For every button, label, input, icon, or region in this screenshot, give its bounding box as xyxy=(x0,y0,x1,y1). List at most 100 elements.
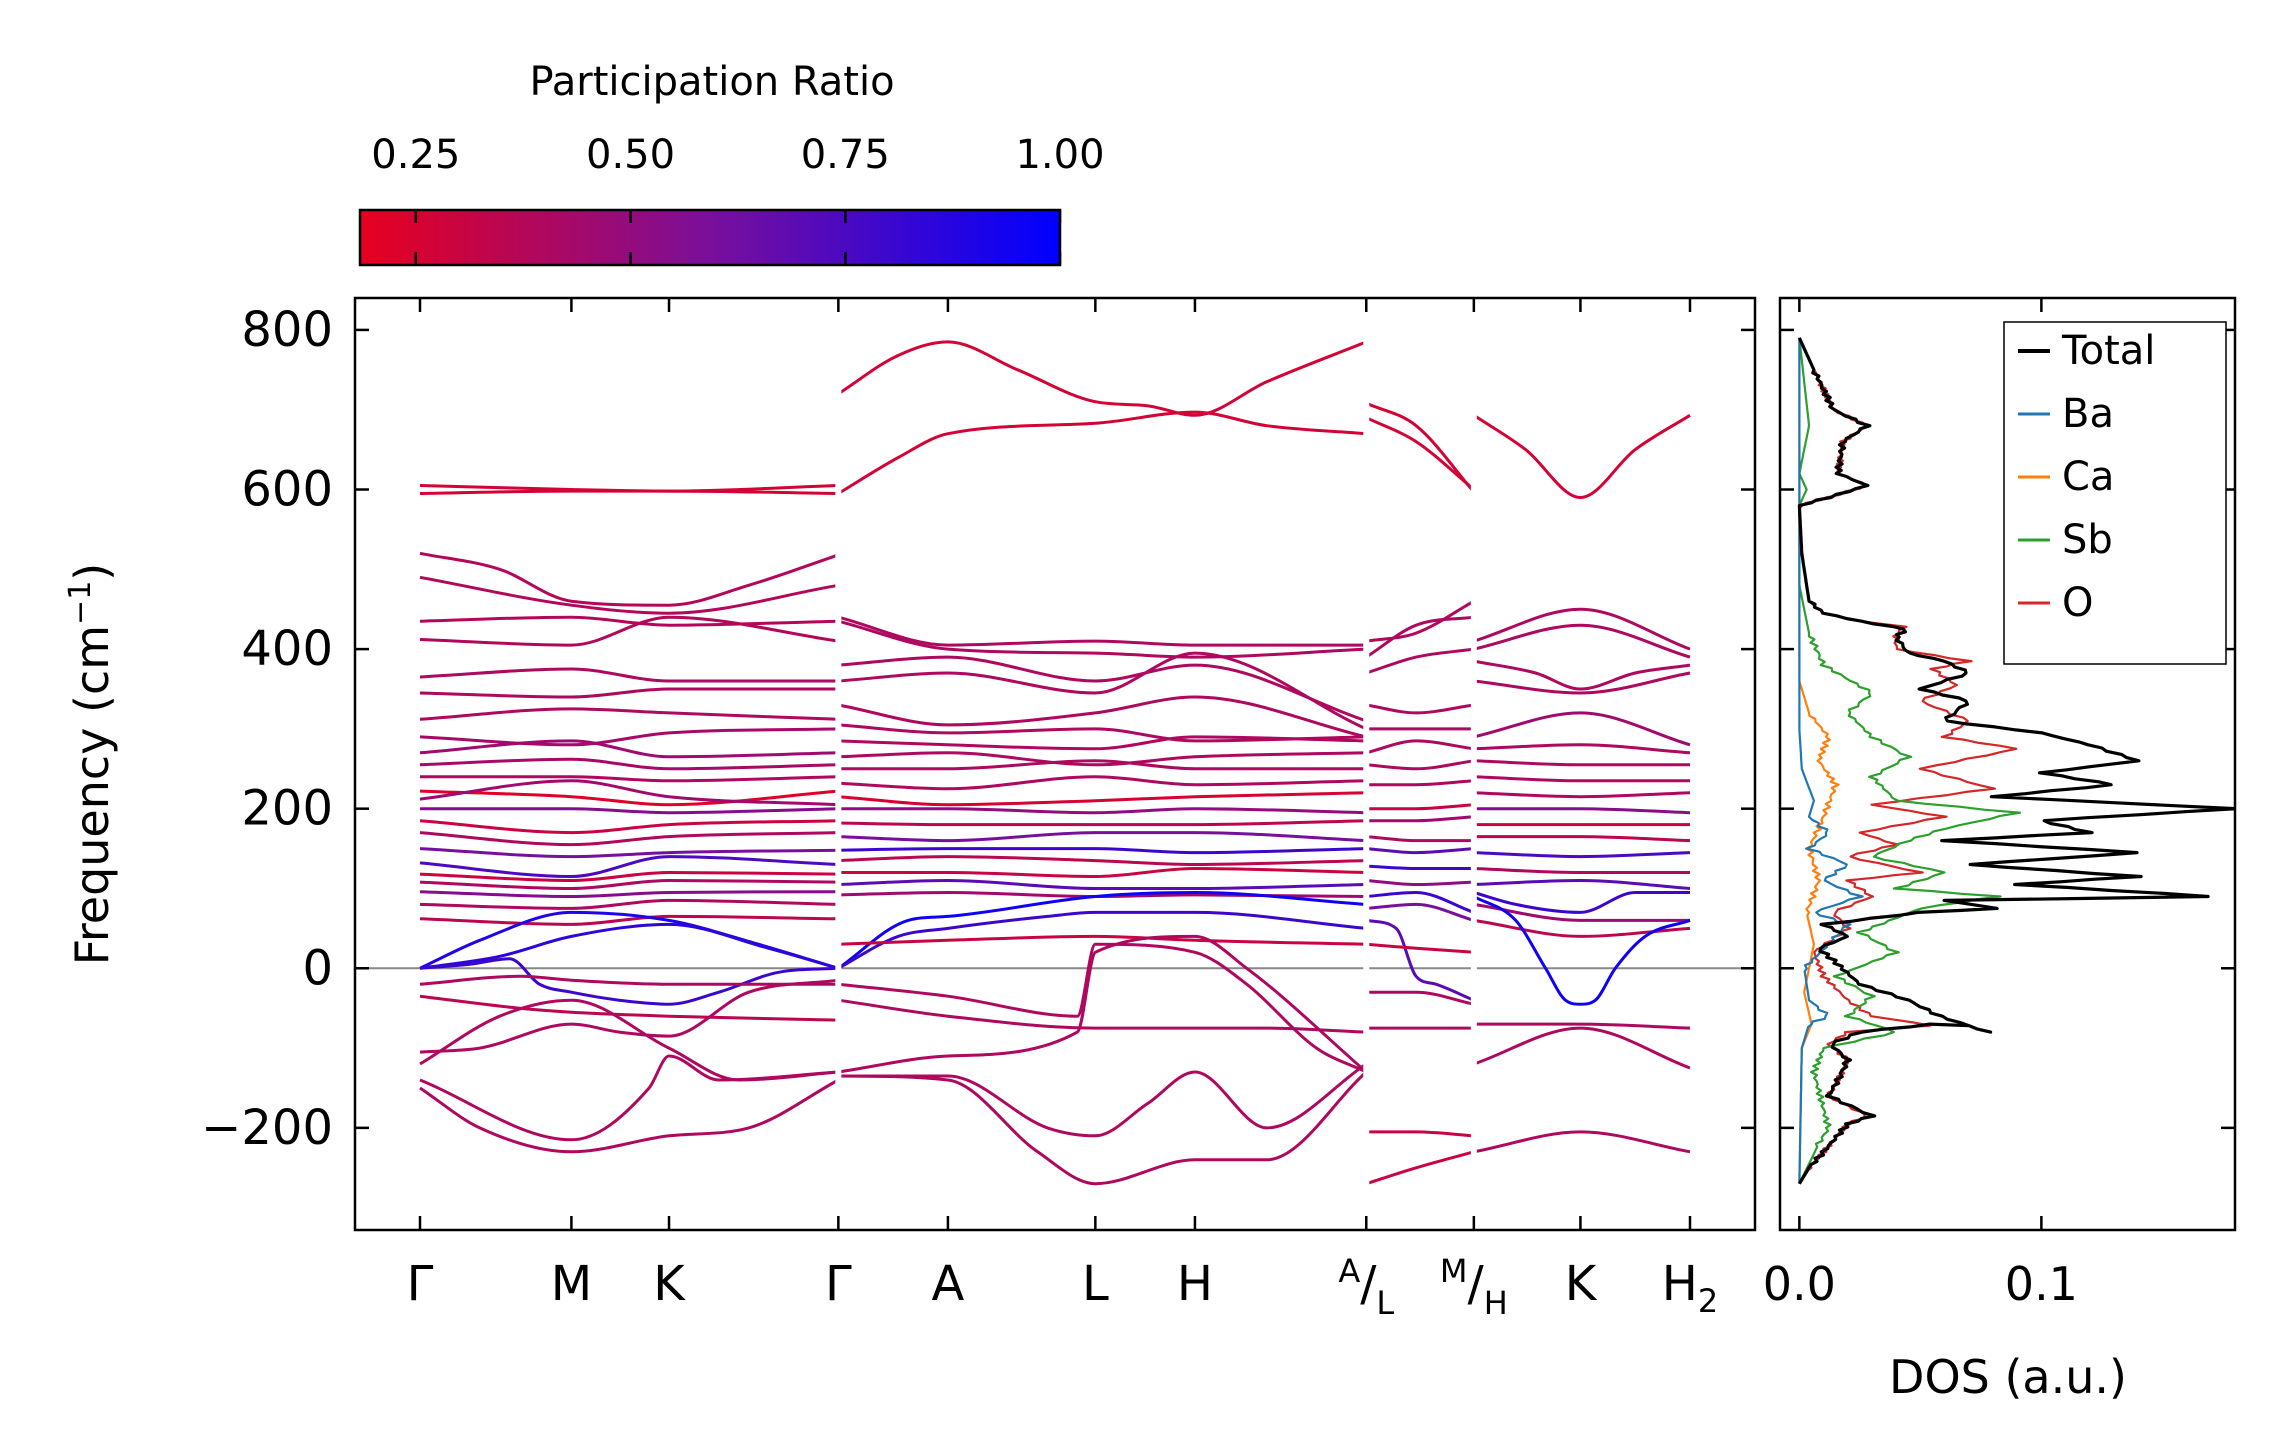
dos-curves xyxy=(1797,337,2235,1185)
band-GA-40 xyxy=(838,934,1367,946)
band-GA-250 xyxy=(838,759,1367,771)
band-AL-p6 xyxy=(1365,739,1475,755)
band-AL-p17 xyxy=(1366,918,1475,1002)
band-m180 xyxy=(419,819,839,835)
band-AL-p18 xyxy=(1366,942,1475,954)
k-point-label: Γ xyxy=(825,1256,852,1312)
band-HK-n2 xyxy=(1473,1026,1691,1070)
band-AL-p21 xyxy=(1366,1130,1475,1138)
band-GA-200 xyxy=(838,807,1367,815)
k-label-slash: / xyxy=(1360,1256,1377,1312)
band-m60 xyxy=(419,914,839,926)
band-HK-p10 xyxy=(1473,807,1691,815)
band-m170 xyxy=(419,831,839,847)
band-GA-420 xyxy=(838,619,1367,659)
band-HK-n1 xyxy=(1473,1022,1691,1030)
k-point-label: Γ xyxy=(407,1256,434,1312)
k-label-sub: 2 xyxy=(1698,1282,1718,1320)
band-GA-280 xyxy=(838,735,1367,751)
band-m195 xyxy=(420,807,839,815)
band-LO-2 xyxy=(837,410,1367,495)
band-AL-p14 xyxy=(1366,879,1474,886)
dos-panel: 0.0 0.1 DOS (a.u.) Total Ba Ca Sb O xyxy=(1763,296,2237,1404)
band-GA-120 xyxy=(838,867,1367,878)
band-AL-2 xyxy=(1365,416,1475,491)
band-GA-135 xyxy=(838,855,1367,866)
k-point-label: M/H xyxy=(1440,1252,1508,1322)
k-label-main: K xyxy=(1565,1256,1598,1312)
band-HK-p12 xyxy=(1473,835,1691,843)
band-HK-p1 xyxy=(1473,607,1691,651)
band-m410 xyxy=(419,615,839,647)
band-m290 xyxy=(419,727,839,747)
k-label-main: H xyxy=(1177,1256,1213,1312)
band-AL-p11 xyxy=(1366,835,1474,843)
band-HK-p13 xyxy=(1473,851,1691,859)
k-label-sup: A xyxy=(1338,1252,1360,1290)
band-AL-p22 xyxy=(1365,1150,1475,1186)
band-m118 xyxy=(419,871,839,882)
band-GA-105 xyxy=(838,879,1367,891)
band-GA-neg2 xyxy=(838,998,1367,1034)
band-m222 xyxy=(419,789,839,807)
k-point-label: A/L xyxy=(1338,1252,1394,1322)
band-m210 xyxy=(419,779,839,807)
band-m365 xyxy=(419,667,839,683)
k-label-main: Γ xyxy=(407,1256,434,1312)
band-m255 xyxy=(419,757,839,771)
band-AL-p16 xyxy=(1366,902,1475,922)
dos-legend: Total Ba Ca Sb O xyxy=(2003,321,2227,665)
band-AL-p3 xyxy=(1365,647,1475,675)
band-acG2 xyxy=(419,922,839,970)
band-HK-soft xyxy=(1473,895,1691,1006)
k-label-main: H xyxy=(1662,1256,1698,1312)
band-GA-neg3 xyxy=(838,934,1368,1074)
dos-axis-label: DOS (a.u.) xyxy=(1889,1350,2127,1404)
band-HK-p6 xyxy=(1473,743,1691,755)
colorbar: Participation Ratio 0.25 0.50 0.75 1.00 xyxy=(358,59,1105,267)
band-AL-p19 xyxy=(1366,990,1475,1006)
dos-curve-Total xyxy=(1797,337,2235,1185)
colorbar-ticks: 0.25 0.50 0.75 1.00 xyxy=(371,132,1105,265)
legend-label: Ba xyxy=(2062,391,2114,437)
k-label-main: A xyxy=(931,1256,964,1312)
band-GA-ac1 xyxy=(837,891,1367,970)
frequency-tick-label: 0 xyxy=(302,940,333,996)
k-label-main: M xyxy=(551,1256,592,1312)
frequency-axis-label: Frequency (cm−1) xyxy=(63,563,119,966)
k-label-sub: L xyxy=(1376,1284,1394,1322)
band-s-100 xyxy=(419,978,839,1054)
k-label-sup: M xyxy=(1440,1252,1468,1290)
band-m148 xyxy=(419,847,839,859)
band-LO-top xyxy=(837,340,1367,417)
k-point-label: K xyxy=(1565,1256,1598,1312)
k-point-label: L xyxy=(1082,1256,1109,1312)
k-point-label: H2 xyxy=(1662,1256,1718,1320)
colorbar-tick-label: 0.50 xyxy=(586,132,675,178)
band-HK-n3 xyxy=(1473,1130,1691,1154)
frequency-label-end: ) xyxy=(65,563,119,581)
legend-entries: Total Ba Ca Sb O xyxy=(2018,328,2155,626)
band-HK-p2 xyxy=(1473,623,1691,659)
band-m340 xyxy=(419,687,839,699)
k-point-label: H xyxy=(1177,1256,1213,1312)
band-AL-p7 xyxy=(1366,759,1475,771)
band-m95 xyxy=(419,890,839,898)
band-GA-380 xyxy=(838,655,1367,723)
band-AL-1 xyxy=(1365,401,1476,493)
band-GA-300 xyxy=(838,723,1367,743)
phonon-bands xyxy=(419,298,1691,1230)
frequency-tick-label: 800 xyxy=(241,302,333,358)
band-HK-p14 xyxy=(1473,867,1690,874)
band-GA-440 xyxy=(838,615,1367,647)
band-HK-p4 xyxy=(1473,671,1691,695)
k-point-label: A xyxy=(931,1256,964,1312)
band-AL-p10 xyxy=(1366,815,1475,823)
band-HK-p9 xyxy=(1473,791,1691,799)
colorbar-gradient xyxy=(358,208,1062,267)
dos-tick-label: 0.1 xyxy=(2005,1257,2078,1311)
band-m310 xyxy=(419,707,839,721)
colorbar-tick-label: 0.75 xyxy=(801,132,890,178)
